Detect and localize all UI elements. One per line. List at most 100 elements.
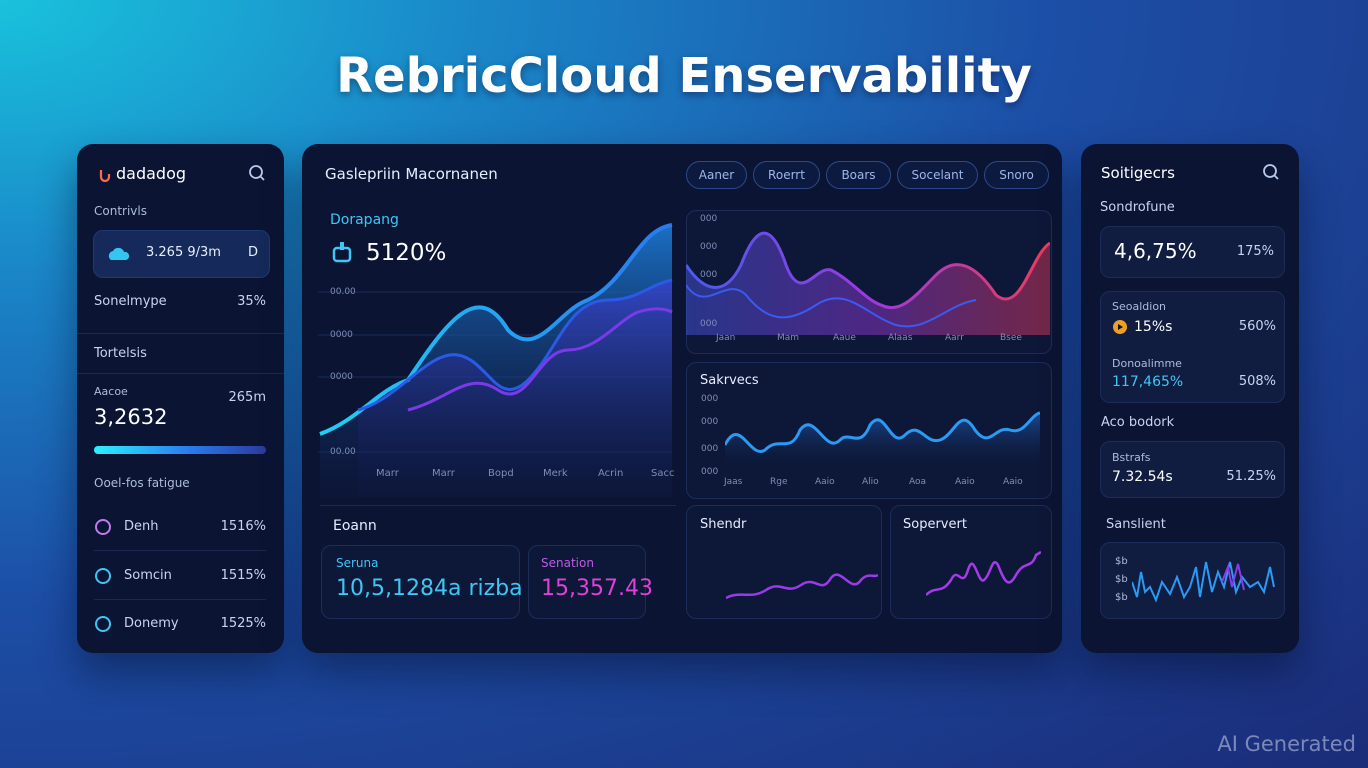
x-tick-label: Jaan	[716, 333, 736, 343]
divider	[94, 550, 266, 551]
x-tick-label: Aarr	[945, 333, 964, 343]
item-icon	[95, 616, 111, 632]
x-tick-label: Aaio	[1003, 477, 1023, 487]
section-label: Contrivls	[94, 204, 147, 218]
sidebar	[77, 144, 284, 653]
x-tick-label: Sacc	[651, 468, 675, 479]
group-aside: 560%	[1238, 319, 1276, 334]
x-tick-label: Jaas	[724, 477, 743, 487]
divider	[77, 373, 284, 374]
group-value: 15%s	[1134, 319, 1173, 335]
group-aside: 508%	[1238, 374, 1276, 389]
item-value: 1515%	[220, 568, 266, 583]
y-tick-label: 00.00	[330, 447, 356, 457]
y-tick-label: 000	[701, 444, 719, 454]
x-tick-label: Acrin	[598, 468, 624, 479]
summary-card	[528, 545, 646, 619]
watermark: AI Generated	[1217, 732, 1356, 756]
y-tick-label: 0000	[330, 372, 353, 382]
x-tick-label: Marr	[376, 468, 399, 479]
mini-title: Shendr	[700, 517, 747, 532]
network-box	[1100, 441, 1285, 498]
brand: dadadog	[116, 164, 187, 183]
card-value: 15,357.43	[541, 576, 653, 601]
item-value: 1516%	[220, 519, 266, 534]
x-tick-label: Mam	[777, 333, 800, 343]
y-tick-label: 000	[701, 394, 719, 404]
y-tick-label: 000	[700, 214, 718, 224]
aside-title: Soitigecrs	[1101, 164, 1175, 182]
y-tick-label: 000	[700, 242, 718, 252]
x-tick-label: Aaio	[955, 477, 975, 487]
item-value: 1525%	[220, 616, 266, 631]
tab[interactable]: Socelant	[897, 161, 978, 189]
summary-card	[321, 545, 520, 619]
tab[interactable]: Aaner	[686, 161, 747, 189]
search-icon[interactable]	[1262, 163, 1280, 181]
big-aside: 175%	[1236, 244, 1274, 259]
group-box	[1100, 291, 1285, 403]
divider	[77, 333, 284, 334]
card-value: 10,5,1284a rizba	[336, 576, 523, 601]
tab[interactable]: Roerrt	[753, 161, 820, 189]
x-tick-label: Aaio	[815, 477, 835, 487]
y-tick-label: 000	[700, 270, 718, 280]
x-tick-label: Rge	[770, 477, 788, 487]
row-label: Sonelmype	[94, 294, 167, 309]
card-label: Senation	[541, 556, 594, 570]
progress-bar	[94, 446, 266, 454]
y-tick-label: 00.00	[330, 287, 356, 297]
x-tick-label: Bsee	[1000, 333, 1022, 343]
big-value: 4,6,75%	[1114, 239, 1197, 263]
network-value: 7.32.54s	[1112, 469, 1173, 485]
network-title: Aco bodork	[1101, 415, 1175, 430]
main-title: Gaslepriin Macornanen	[325, 165, 498, 183]
signal-chart	[1132, 561, 1275, 603]
y-tick-label: 000	[700, 319, 718, 329]
tab[interactable]: Boars	[826, 161, 891, 189]
group-label: Donoalimme	[1112, 357, 1182, 370]
y-tick-label: 0000	[330, 330, 353, 340]
item-label: Somcin	[124, 568, 172, 583]
x-tick-label: Marr	[432, 468, 455, 479]
network-label: Bstrafs	[1112, 451, 1151, 464]
big-box	[1100, 226, 1285, 278]
page-title: RebricCloud Enservability	[336, 48, 1032, 104]
y-tick-label: $b	[1115, 574, 1128, 585]
item-label: Donemy	[124, 616, 179, 631]
status-icon	[1113, 320, 1127, 334]
group-label: Seoaldion	[1112, 300, 1167, 313]
mini-title: Sopervert	[903, 517, 967, 532]
x-tick-label: Alaas	[888, 333, 913, 343]
cloud-icon	[108, 247, 130, 260]
x-tick-label: Aaue	[833, 333, 856, 343]
signal-title: Sanslient	[1106, 517, 1166, 532]
services-title: Sakrvecs	[700, 373, 759, 388]
item-label: Denh	[124, 519, 159, 534]
group-title: Tortelsis	[94, 346, 147, 361]
x-tick-label: Merk	[543, 468, 568, 479]
tab[interactable]: Snoro	[984, 161, 1049, 189]
mini-chart	[926, 550, 1041, 596]
row-value: 35%	[237, 294, 266, 309]
section-label: Sondrofune	[1100, 200, 1175, 215]
list-title: Ooel-fos fatigue	[94, 476, 190, 490]
y-tick-label: 000	[701, 417, 719, 427]
hero-label: Dorapang	[330, 212, 399, 228]
search-icon[interactable]	[248, 164, 266, 182]
card-label: Seruna	[336, 556, 379, 570]
item-icon	[95, 519, 111, 535]
y-tick-label: $b	[1115, 592, 1128, 603]
hero-icon	[332, 242, 352, 263]
stat-value: 3,2632	[94, 405, 168, 429]
item-icon	[95, 568, 111, 584]
top-chart	[686, 231, 1050, 335]
hero-chart	[318, 223, 673, 498]
x-tick-label: Aoa	[909, 477, 927, 487]
hero-value: 5120%	[366, 240, 447, 266]
divider	[320, 505, 676, 506]
services-chart	[725, 411, 1040, 470]
y-tick-label: $b	[1115, 556, 1128, 567]
brand-logo	[99, 170, 111, 182]
